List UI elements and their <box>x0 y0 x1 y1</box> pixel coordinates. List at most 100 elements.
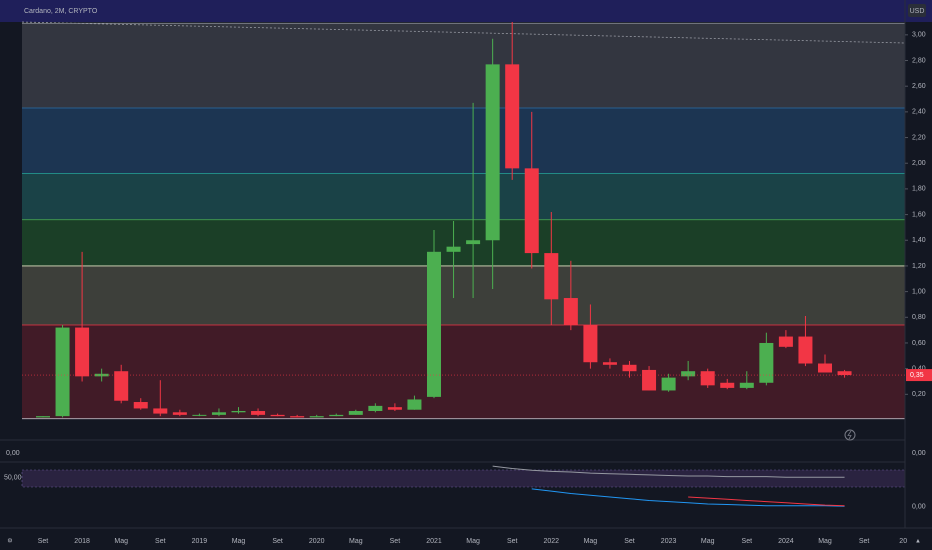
lightning-glyph <box>847 430 852 440</box>
candle-body <box>192 414 207 416</box>
chart-title: Cardano, 2M, CRYPTO <box>24 8 98 15</box>
candle-body <box>485 64 500 241</box>
candle-body <box>329 414 344 417</box>
x-tick-label: Set <box>859 538 870 545</box>
candle-body <box>153 408 168 414</box>
y-tick-label: 2,20 <box>912 134 926 141</box>
lightning-icon[interactable] <box>844 429 856 441</box>
x-tick-label: Set <box>507 538 518 545</box>
candle-body <box>661 377 676 391</box>
candle-body <box>251 411 266 415</box>
last-price-box <box>906 369 932 382</box>
candle-body <box>778 336 793 347</box>
candle-body <box>798 336 813 364</box>
candle-body <box>739 382 754 388</box>
candle-body <box>446 246 461 252</box>
candle-body <box>427 251 441 397</box>
candle-body <box>94 373 109 377</box>
candle-body <box>172 412 187 415</box>
x-tick-label: 2019 <box>192 538 208 545</box>
indicator-band <box>21 469 906 488</box>
candle-body <box>759 342 774 383</box>
level-band <box>22 108 905 174</box>
candle-body <box>622 364 637 372</box>
y-tick-label: 1,40 <box>912 237 926 244</box>
candle-body <box>602 362 617 365</box>
indicator-right-label: 0,00 <box>912 504 926 511</box>
candle-body <box>466 240 481 245</box>
x-tick-label: Mag <box>584 538 598 545</box>
candle-body <box>837 371 852 376</box>
y-tick-label: 1,80 <box>912 186 926 193</box>
candle-body <box>290 416 305 418</box>
indicator-left-label: 50,00 <box>4 475 22 482</box>
candle-body <box>270 414 285 417</box>
trend-line <box>21 21 906 44</box>
y-tick-label: 0,40 <box>912 365 926 372</box>
x-tick-label: 20 <box>899 538 907 545</box>
x-tick-label: 2018 <box>74 538 90 545</box>
y-tick-label: 0,80 <box>912 314 926 321</box>
level-band <box>22 23 905 109</box>
y-tick-label: 2,00 <box>912 160 926 167</box>
candle-body <box>544 253 559 300</box>
level-band <box>22 324 905 419</box>
candle-body <box>720 382 735 388</box>
last-price-label: 0,35 <box>910 372 924 379</box>
candle-body <box>524 168 539 254</box>
y-tick-label: 1,20 <box>912 263 926 270</box>
x-tick-label: Mag <box>232 538 246 545</box>
y-tick-label: 2,60 <box>912 83 926 90</box>
y-tick-label: 0,20 <box>912 391 926 398</box>
candle-body <box>309 416 324 418</box>
candle-body <box>368 405 383 412</box>
x-tick-label: Set <box>272 538 283 545</box>
header-band <box>0 0 932 22</box>
y-tick-label: 2,80 <box>912 57 926 64</box>
x-tick-label: 2021 <box>426 538 442 545</box>
candle-body <box>36 416 50 418</box>
x-tick-label: Set <box>742 538 753 545</box>
pane2-right-label: 0,00 <box>912 450 926 457</box>
candle-body <box>75 327 90 377</box>
x-tick-label: Set <box>390 538 401 545</box>
x-tick-label: 2020 <box>309 538 325 545</box>
pane2-left-label: 0,00 <box>6 450 20 457</box>
y-tick-label: 2,40 <box>912 109 926 116</box>
x-tick-label: Set <box>155 538 166 545</box>
x-tick-label: Mag <box>818 538 832 545</box>
x-tick-label: Set <box>38 538 49 545</box>
x-tick-label: 2022 <box>544 538 560 545</box>
x-tick-label: Mag <box>349 538 363 545</box>
candle-body <box>55 327 70 417</box>
x-tick-label: Mag <box>114 538 128 545</box>
candle-body <box>407 399 422 410</box>
y-tick-label: 1,60 <box>912 211 926 218</box>
x-tick-label: Set <box>624 538 635 545</box>
candle-body <box>505 64 520 169</box>
candle-body <box>563 298 578 325</box>
currency-box[interactable] <box>908 4 926 17</box>
currency-label: USD <box>910 8 925 15</box>
y-tick-label: 1,00 <box>912 288 926 295</box>
indicator-line <box>688 496 845 507</box>
candle-body <box>681 371 696 377</box>
candle-body <box>114 371 129 401</box>
auto-scale-icon: ▲ <box>915 539 921 545</box>
candle-body <box>818 363 832 373</box>
y-tick-label: 3,00 <box>912 32 926 39</box>
indicator-line <box>531 488 845 507</box>
x-tick-label: Mag <box>701 538 715 545</box>
level-band <box>22 219 905 266</box>
candle-body <box>348 411 363 415</box>
level-band <box>22 265 905 325</box>
candle-body <box>583 324 598 363</box>
x-tick-label: 2024 <box>778 538 794 545</box>
x-tick-label: Mag <box>466 538 480 545</box>
candle-body <box>231 411 246 413</box>
level-band <box>22 173 905 220</box>
y-tick-label: 0,60 <box>912 340 926 347</box>
candle-body <box>211 412 226 415</box>
